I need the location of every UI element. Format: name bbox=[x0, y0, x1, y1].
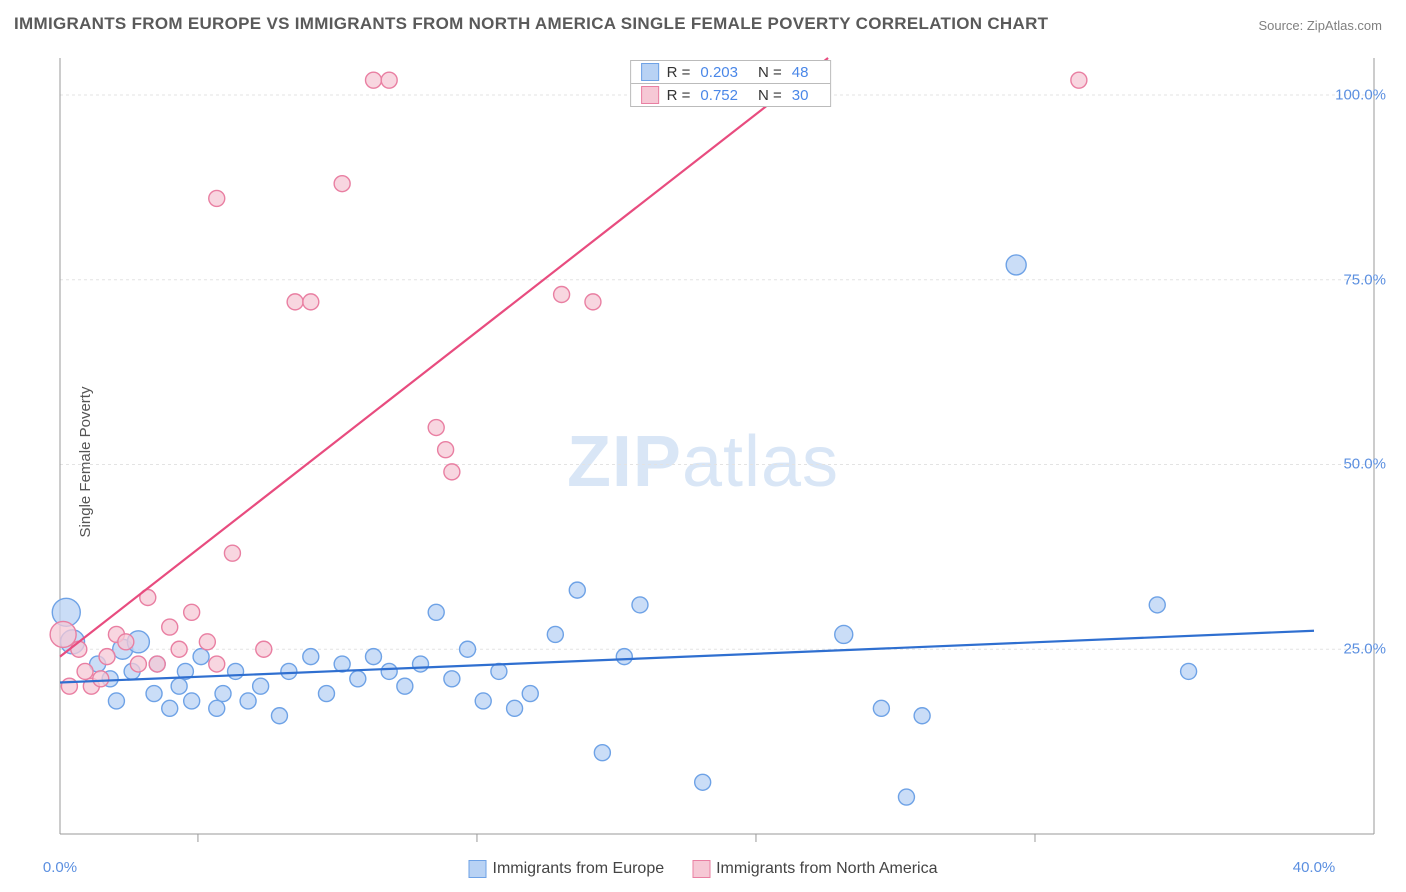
legend-label: Immigrants from Europe bbox=[493, 860, 665, 878]
series-legend: Immigrants from Europe Immigrants from No… bbox=[469, 860, 938, 878]
stats-row: R = 0.203 N = 48 bbox=[631, 61, 831, 83]
source-name: ZipAtlas.com bbox=[1307, 18, 1382, 33]
r-label: R = bbox=[667, 87, 691, 104]
n-value: 48 bbox=[792, 64, 809, 81]
y-tick-label: 75.0% bbox=[1343, 271, 1386, 288]
legend-swatch bbox=[692, 860, 710, 878]
y-tick-label: 25.0% bbox=[1343, 641, 1386, 658]
x-tick-label: 0.0% bbox=[43, 859, 77, 876]
x-tick-label: 40.0% bbox=[1293, 859, 1336, 876]
stats-row: R = 0.752 N = 30 bbox=[631, 83, 831, 106]
chart-title: IMMIGRANTS FROM EUROPE VS IMMIGRANTS FRO… bbox=[14, 14, 1048, 34]
chart-area: Single Female Poverty ZIPatlas 25.0%50.0… bbox=[14, 46, 1392, 878]
correlation-stats-box: R = 0.203 N = 48 R = 0.752 N = 30 bbox=[630, 60, 832, 107]
r-label: R = bbox=[667, 64, 691, 81]
n-value: 30 bbox=[792, 87, 809, 104]
r-value: 0.203 bbox=[700, 64, 738, 81]
legend-label: Immigrants from North America bbox=[716, 860, 937, 878]
legend-item: Immigrants from Europe bbox=[469, 860, 665, 878]
n-label: N = bbox=[758, 64, 782, 81]
legend-item: Immigrants from North America bbox=[692, 860, 937, 878]
series-swatch bbox=[641, 63, 659, 81]
source-attribution: Source: ZipAtlas.com bbox=[1258, 18, 1382, 33]
series-swatch bbox=[641, 86, 659, 104]
source-label: Source: bbox=[1258, 18, 1306, 33]
y-tick-label: 50.0% bbox=[1343, 456, 1386, 473]
y-tick-label: 100.0% bbox=[1335, 86, 1386, 103]
legend-swatch bbox=[469, 860, 487, 878]
scatter-plot bbox=[14, 46, 1392, 878]
r-value: 0.752 bbox=[700, 87, 738, 104]
n-label: N = bbox=[758, 87, 782, 104]
